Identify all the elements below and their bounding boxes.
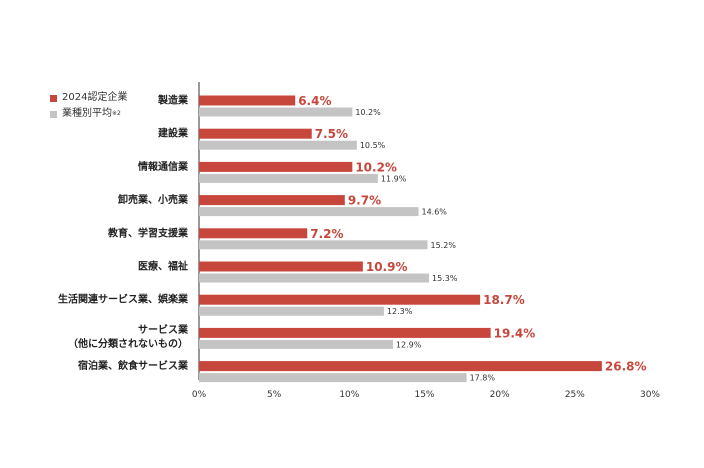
bar-average <box>199 306 384 316</box>
bar-average <box>199 107 353 117</box>
bar-certified <box>199 361 602 372</box>
data-label-certified: 19.4% <box>494 326 536 340</box>
bar-certified <box>199 95 296 106</box>
x-tick-label: 30% <box>640 390 660 400</box>
bar-certified <box>199 128 312 139</box>
data-label-certified: 6.4% <box>298 94 331 108</box>
data-label-average: 10.5% <box>360 141 386 150</box>
bar-average <box>199 207 419 217</box>
data-label-certified: 7.5% <box>315 127 348 141</box>
category-label: サービス業 <box>138 323 189 336</box>
legend-swatch-average <box>50 110 57 118</box>
category-label: 製造業 <box>157 94 189 107</box>
x-tick-label: 10% <box>339 390 359 400</box>
x-tick-label: 0% <box>192 390 207 400</box>
data-label-certified: 26.8% <box>605 360 647 374</box>
bar-average <box>199 273 430 283</box>
bar-certified <box>199 294 481 305</box>
x-tick-label: 5% <box>267 390 282 400</box>
x-tick-label: 25% <box>565 390 585 400</box>
bar-average <box>199 339 393 349</box>
category-label: 情報通信業 <box>138 160 189 173</box>
data-label-certified: 7.2% <box>310 227 343 241</box>
data-label-average: 17.8% <box>470 374 496 383</box>
data-label-average: 10.2% <box>355 108 381 117</box>
legend-item-certified: 2024認定企業 <box>50 90 127 106</box>
bar-average <box>199 373 467 383</box>
legend-label-certified: 2024認定企業 <box>62 92 128 103</box>
legend-note-average: ※2 <box>112 110 121 117</box>
category-label-line2: （他に分類されないもの） <box>68 337 188 350</box>
legend: 2024認定企業 業種別平均 ※2 <box>50 90 127 122</box>
data-label-average: 12.3% <box>387 307 413 316</box>
category-label: 宿泊業、飲食サービス業 <box>78 359 189 372</box>
data-label-certified: 9.7% <box>348 194 381 208</box>
data-label-average: 14.6% <box>421 208 447 217</box>
x-tick-label: 15% <box>414 390 434 400</box>
data-label-certified: 10.2% <box>355 160 397 174</box>
category-label: 教育、学習支援業 <box>107 226 189 239</box>
x-tick-label: 20% <box>490 390 510 400</box>
bar-average <box>199 240 428 250</box>
data-label-certified: 18.7% <box>483 293 525 307</box>
data-label-average: 12.9% <box>396 340 422 349</box>
data-label-average: 15.2% <box>431 241 457 250</box>
legend-label-average: 業種別平均 <box>62 108 112 119</box>
legend-swatch-certified <box>50 94 57 102</box>
legend-item-average: 業種別平均 ※2 <box>50 106 127 122</box>
category-label: 建設業 <box>157 127 189 140</box>
data-label-average: 15.3% <box>432 274 458 283</box>
category-label: 卸売業、小売業 <box>118 193 189 206</box>
bar-average <box>199 173 378 183</box>
bar-certified <box>199 228 308 239</box>
bar-certified <box>199 261 363 272</box>
data-label-certified: 10.9% <box>366 260 408 274</box>
bar-certified <box>199 195 345 206</box>
category-label: 医療、福祉 <box>138 260 188 273</box>
bar-certified <box>199 161 353 172</box>
category-label: 生活関連サービス業、娯楽業 <box>58 293 189 306</box>
bar-certified <box>199 327 491 338</box>
bar-average <box>199 140 357 150</box>
data-label-average: 11.9% <box>381 174 407 183</box>
